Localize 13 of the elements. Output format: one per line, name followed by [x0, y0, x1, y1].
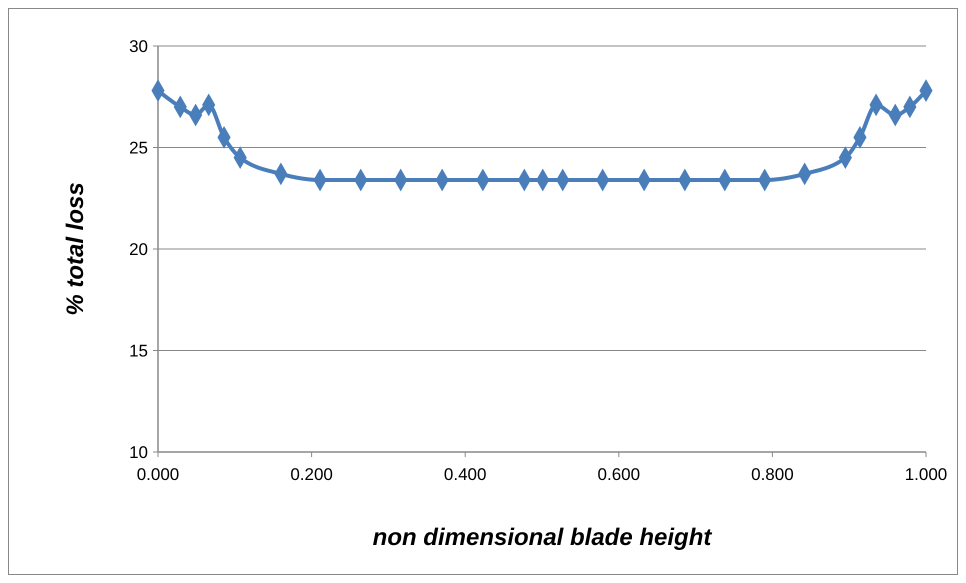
y-tick-label: 30	[129, 36, 148, 56]
y-tick-label: 20	[129, 240, 148, 259]
y-tick-label: 25	[129, 138, 148, 158]
x-tick-label: 0.800	[751, 465, 794, 484]
x-tick-label: 0.600	[598, 465, 640, 484]
x-tick-label: 0.200	[290, 465, 333, 484]
x-tick-label: 0.400	[444, 465, 486, 484]
y-tick-label: 10	[129, 442, 148, 462]
x-axis-title: non dimensional blade height	[372, 524, 712, 551]
x-tick-label: 0.000	[136, 465, 180, 484]
x-tick-label: 1.000	[904, 465, 948, 484]
y-axis-title: % total loss	[62, 182, 89, 316]
y-tick-label: 15	[129, 341, 148, 360]
